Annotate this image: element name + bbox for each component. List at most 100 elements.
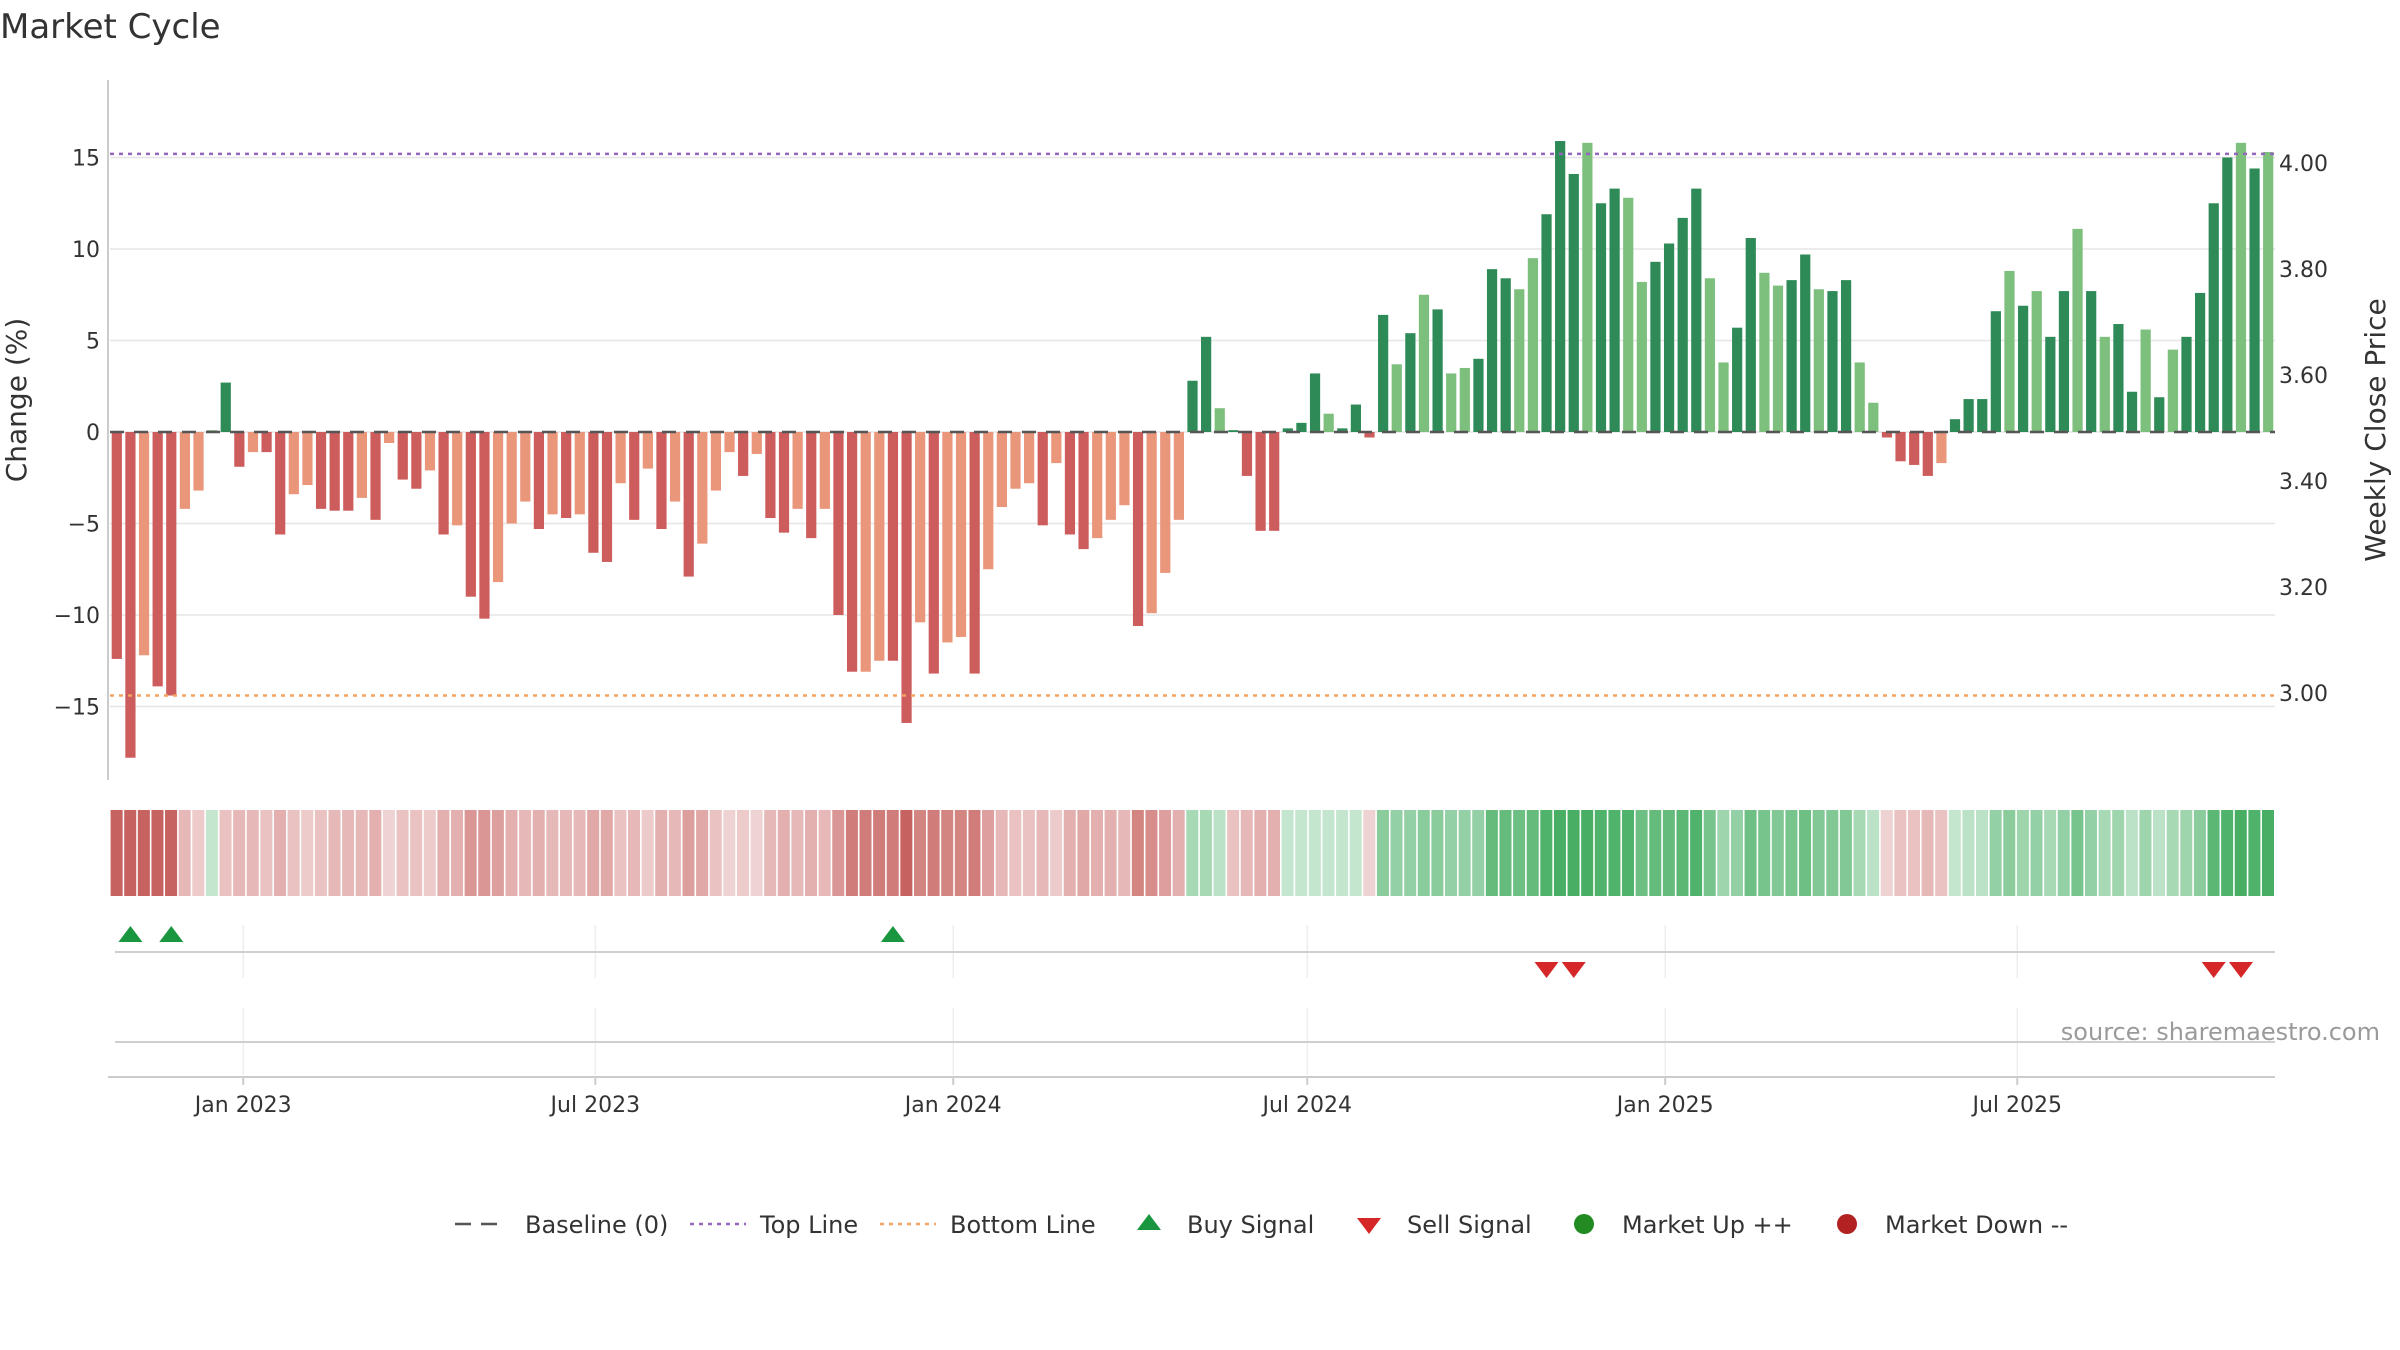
bar bbox=[1241, 432, 1253, 476]
bar bbox=[1187, 380, 1198, 432]
heat-cell bbox=[1376, 810, 1389, 896]
bar bbox=[1473, 358, 1484, 432]
bar bbox=[778, 432, 790, 533]
bar bbox=[1023, 432, 1035, 484]
bar bbox=[1378, 314, 1389, 432]
y-right-tick-label: 3.60 bbox=[2279, 364, 2328, 389]
heat-cell bbox=[696, 810, 709, 896]
bar bbox=[1745, 238, 1756, 432]
heat-cell bbox=[1159, 810, 1172, 896]
bar bbox=[996, 432, 1007, 508]
bar bbox=[2113, 324, 2124, 432]
bar bbox=[1881, 432, 1893, 438]
x-tick-label: Jan 2024 bbox=[903, 1093, 1002, 1118]
heat-cell bbox=[2098, 810, 2111, 896]
bar bbox=[1691, 188, 1702, 432]
bar bbox=[424, 432, 436, 471]
bar bbox=[179, 432, 190, 509]
buy-signal-legend-icon bbox=[1137, 1214, 1161, 1230]
bar bbox=[2249, 168, 2260, 433]
heat-cell bbox=[1662, 810, 1675, 896]
heat-cell bbox=[832, 810, 845, 896]
heat-cell bbox=[1785, 810, 1798, 896]
bar bbox=[1459, 367, 1470, 432]
legend-label: Market Down -- bbox=[1885, 1211, 2068, 1239]
bar bbox=[983, 432, 994, 570]
heat-cell bbox=[1839, 810, 1852, 896]
legend-label: Top Line bbox=[759, 1211, 858, 1239]
y-tick-label: 15 bbox=[72, 147, 100, 172]
bar bbox=[615, 432, 626, 484]
bar bbox=[765, 432, 776, 519]
bar bbox=[819, 432, 830, 509]
bar bbox=[329, 432, 340, 511]
heat-cell bbox=[1880, 810, 1893, 896]
heat-cell bbox=[1907, 810, 1920, 896]
bar bbox=[2126, 391, 2138, 432]
bar bbox=[275, 432, 286, 535]
heat-cell bbox=[927, 810, 940, 896]
heat-cell bbox=[968, 810, 981, 896]
heat-cell bbox=[1581, 810, 1594, 896]
heat-cell bbox=[1417, 810, 1430, 896]
heat-cell bbox=[1254, 810, 1267, 896]
heat-cell bbox=[382, 810, 395, 896]
bar bbox=[1432, 309, 1443, 432]
legend-item: Baseline (0) bbox=[455, 1211, 668, 1239]
heat-cell bbox=[2057, 810, 2070, 896]
bar bbox=[928, 432, 939, 674]
heat-cell bbox=[1077, 810, 1090, 896]
bar bbox=[1868, 402, 1879, 432]
x-tick-label: Jul 2025 bbox=[1970, 1093, 2062, 1118]
heat-cell bbox=[1295, 810, 1308, 896]
sell-signal-marker bbox=[1534, 962, 1559, 978]
legend-item: Sell Signal bbox=[1357, 1211, 1532, 1239]
heat-cell bbox=[873, 810, 886, 896]
chart-title: Market Cycle bbox=[0, 7, 221, 47]
heat-cell bbox=[301, 810, 314, 896]
heat-cell bbox=[559, 810, 572, 896]
heat-cell bbox=[1050, 810, 1063, 896]
heat-cell bbox=[1267, 810, 1281, 896]
bar bbox=[452, 432, 463, 526]
bar bbox=[1963, 399, 1974, 432]
bar bbox=[1636, 281, 1647, 432]
heat-cell bbox=[519, 810, 532, 896]
buy-signal-marker bbox=[880, 926, 905, 942]
bar bbox=[1146, 432, 1157, 614]
bar bbox=[465, 432, 476, 597]
heat-cell bbox=[1363, 810, 1376, 896]
bar bbox=[1160, 432, 1171, 573]
heat-cell bbox=[2112, 810, 2125, 896]
reference-lines bbox=[110, 152, 2275, 697]
heat-cell bbox=[1118, 810, 1131, 896]
heat-cell bbox=[328, 810, 341, 896]
bar bbox=[1732, 327, 1743, 432]
bar bbox=[1010, 432, 1021, 489]
bar bbox=[806, 432, 817, 539]
x-axis: Jan 2023 Jul 2023 Jan 2024 Jul 2024 Jan 2025… bbox=[108, 1076, 2275, 1118]
bar bbox=[1936, 432, 1947, 464]
heat-cell bbox=[546, 810, 559, 896]
bar bbox=[1704, 278, 1716, 432]
heat-cell bbox=[1553, 810, 1566, 896]
bar bbox=[1119, 432, 1130, 506]
heat-cell bbox=[1458, 810, 1471, 896]
bar bbox=[969, 432, 980, 674]
bar bbox=[520, 432, 531, 502]
heat-cell bbox=[913, 810, 926, 896]
heat-cell bbox=[1717, 810, 1730, 896]
bar bbox=[1446, 373, 1457, 432]
heat-cell bbox=[655, 810, 668, 896]
heat-cell bbox=[1622, 810, 1635, 896]
heat-cell bbox=[1485, 810, 1498, 896]
bar bbox=[438, 432, 449, 535]
heat-cell bbox=[1853, 810, 1866, 896]
bar bbox=[1772, 285, 1784, 432]
bar bbox=[138, 432, 150, 656]
sell-signal-legend-icon bbox=[1357, 1218, 1381, 1234]
bar bbox=[915, 432, 926, 623]
legend-item: Market Up ++ bbox=[1574, 1211, 1793, 1239]
market-up-legend-icon bbox=[1574, 1214, 1594, 1234]
